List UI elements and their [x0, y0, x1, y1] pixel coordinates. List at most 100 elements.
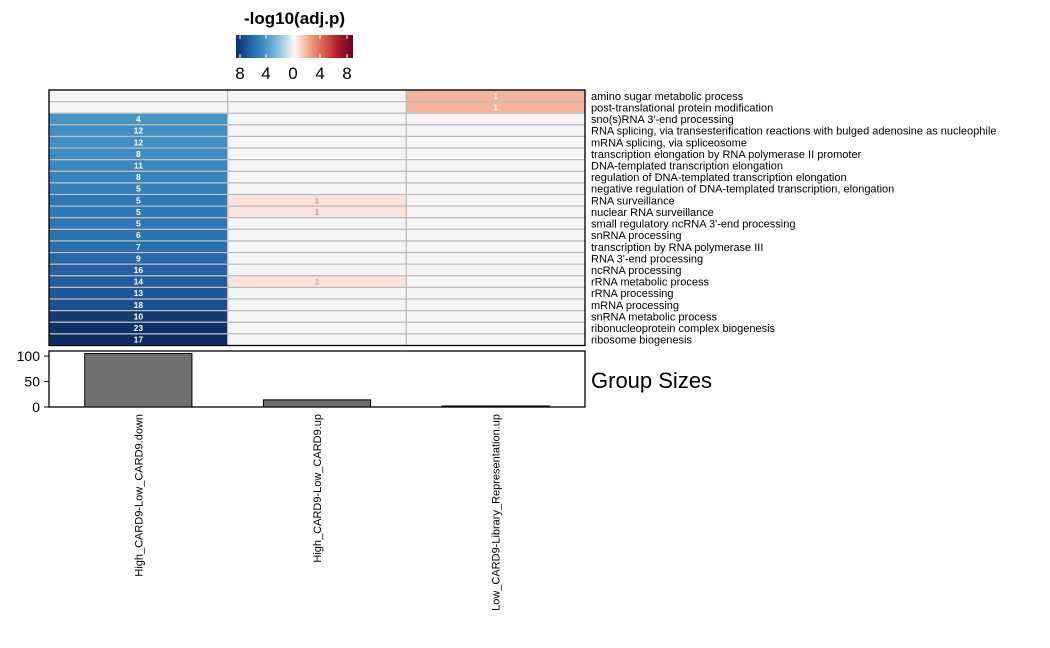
heatmap-cell-label: 18: [134, 300, 144, 310]
heatmap-cell-label: 12: [134, 126, 144, 136]
heatmap-cell: [227, 182, 407, 196]
heatmap-row-label: transcription by RNA polymerase III: [591, 242, 763, 254]
heatmap-cell: [227, 217, 407, 230]
legend-title: -log10(adj.p): [244, 9, 345, 28]
heatmap-row-label: ribosome biogenesis: [591, 335, 692, 347]
heatmap-cell-label: 4: [136, 114, 141, 124]
heatmap-cell: [405, 182, 586, 196]
heatmap-cell: [227, 135, 407, 149]
heatmap-cell: [227, 286, 407, 300]
heatmap-cell-label: 12: [134, 137, 144, 147]
column-label: Low_CARD9-Library_Representation.up: [491, 414, 503, 611]
legend-tick-label: 8: [342, 64, 351, 83]
heatmap-border: [48, 89, 586, 347]
heatmap-cell: [48, 101, 229, 114]
heatmap-cell-label: 9: [136, 253, 141, 263]
heatmap-cell: [405, 135, 586, 149]
heatmap-cell-label: 5: [136, 184, 141, 194]
heatmap-cell: [405, 298, 586, 312]
column-label: High_CARD9-Low_CARD9.up: [312, 414, 324, 563]
heatmap-cell: [405, 333, 586, 347]
legend-tick-label: 4: [315, 64, 324, 83]
heatmap-cell: [227, 89, 407, 103]
heatmap-cell: [227, 124, 407, 138]
heatmap-cell: [405, 263, 586, 277]
heatmap-cell-label: 6: [136, 230, 141, 240]
legend-color-bar: [236, 35, 353, 58]
heatmap-cell: [405, 286, 586, 300]
legend-tick-label: 0: [288, 64, 297, 83]
heatmap-cell-label: 1: [315, 195, 320, 205]
heatmap-cell: [405, 240, 586, 254]
heatmap-cell-label: 10: [134, 311, 144, 321]
legend-tick-label: 4: [261, 64, 270, 83]
heatmap-cell: [227, 333, 407, 347]
heatmap-row-label: rRNA processing: [591, 288, 674, 300]
heatmap-cell-label: 8: [136, 149, 141, 159]
heatmap-cell-label: 5: [136, 207, 141, 217]
heatmap-row-label: ribonucleoprotein complex biogenesis: [591, 323, 776, 335]
heatmap-cell: [227, 112, 407, 126]
heatmap-cell-label: 1: [493, 91, 498, 101]
heatmap-cell-label: 5: [136, 195, 141, 205]
heatmap-row-label: mRNA splicing, via spliceosome: [591, 137, 747, 149]
heatmap-cell-label: 1: [315, 207, 320, 217]
heatmap-cell: [405, 170, 586, 184]
heatmap-cell-label: 14: [134, 277, 144, 287]
heatmap-cell-label: 23: [134, 323, 144, 333]
legend-tick-label: 8: [235, 64, 244, 83]
heatmap-row-label: negative regulation of DNA-templated tra…: [591, 184, 894, 196]
heatmap-row-label: nuclear RNA surveillance: [591, 207, 714, 219]
heatmap-cell: [405, 205, 586, 219]
heatmap-cell: [227, 298, 407, 312]
bar-y-tick-label: 100: [17, 348, 41, 364]
heatmap-cell: [405, 193, 586, 207]
heatmap-cell: [405, 321, 586, 335]
heatmap-cell-label: 16: [134, 265, 144, 275]
heatmap-cell-label: 11: [134, 160, 143, 170]
heatmap-cell: [405, 112, 586, 126]
heatmap-cell-label: 13: [134, 288, 144, 298]
heatmap-row-label: ncRNA processing: [591, 265, 682, 277]
heatmap-cell: [227, 240, 407, 254]
heatmap-cell: [227, 321, 407, 335]
heatmap-cell: [227, 159, 407, 172]
heatmap-cell: [405, 251, 586, 265]
heatmap-cell: [227, 263, 407, 277]
heatmap-row-label: transcription elongation by RNA polymera…: [591, 149, 862, 161]
heatmap-cell-label: 17: [134, 335, 144, 345]
heatmap-cell-label: 5: [136, 219, 141, 229]
heatmap-cell: [405, 147, 586, 161]
heatmap-cell: [227, 101, 407, 114]
heatmap-row-label: small regulatory ncRNA 3'-end processing: [591, 219, 795, 231]
heatmap-row-label: RNA surveillance: [591, 195, 675, 207]
heatmap-cell-label: 1: [315, 277, 320, 287]
heatmap-row-label: regulation of DNA-templated transcriptio…: [591, 172, 847, 184]
heatmap-cell: [48, 89, 229, 103]
heatmap-cell-label: 7: [136, 242, 141, 252]
heatmap-row-label: post-translational protein modification: [591, 102, 773, 114]
heatmap-cell: [405, 124, 586, 138]
bar: [84, 353, 193, 408]
bar-chart-title: Group Sizes: [591, 368, 712, 393]
bar: [262, 399, 372, 408]
bar-y-tick-label: 0: [32, 399, 40, 415]
heatmap-cell-label: 8: [136, 172, 141, 182]
heatmap-row-label: RNA splicing, via transesterification re…: [591, 126, 996, 138]
heatmap-row-label: mRNA processing: [591, 300, 679, 312]
heatmap-row-label: snRNA processing: [591, 230, 682, 242]
bar-y-tick-label: 50: [24, 374, 40, 390]
heatmap-cell: [227, 251, 407, 265]
heatmap-row-label: amino sugar metabolic process: [591, 91, 744, 103]
heatmap-cell: [405, 310, 586, 323]
heatmap-cell: [405, 275, 586, 289]
heatmap-cell-label: 1: [493, 102, 498, 112]
heatmap-row-label: RNA 3'-end processing: [591, 253, 703, 265]
heatmap-row-label: sno(s)RNA 3'-end processing: [591, 114, 734, 126]
bar: [441, 405, 550, 408]
heatmap-cell: [227, 310, 407, 323]
heatmap-cell: [227, 228, 407, 242]
heatmap-cell: [227, 170, 407, 184]
heatmap-cell: [405, 228, 586, 242]
